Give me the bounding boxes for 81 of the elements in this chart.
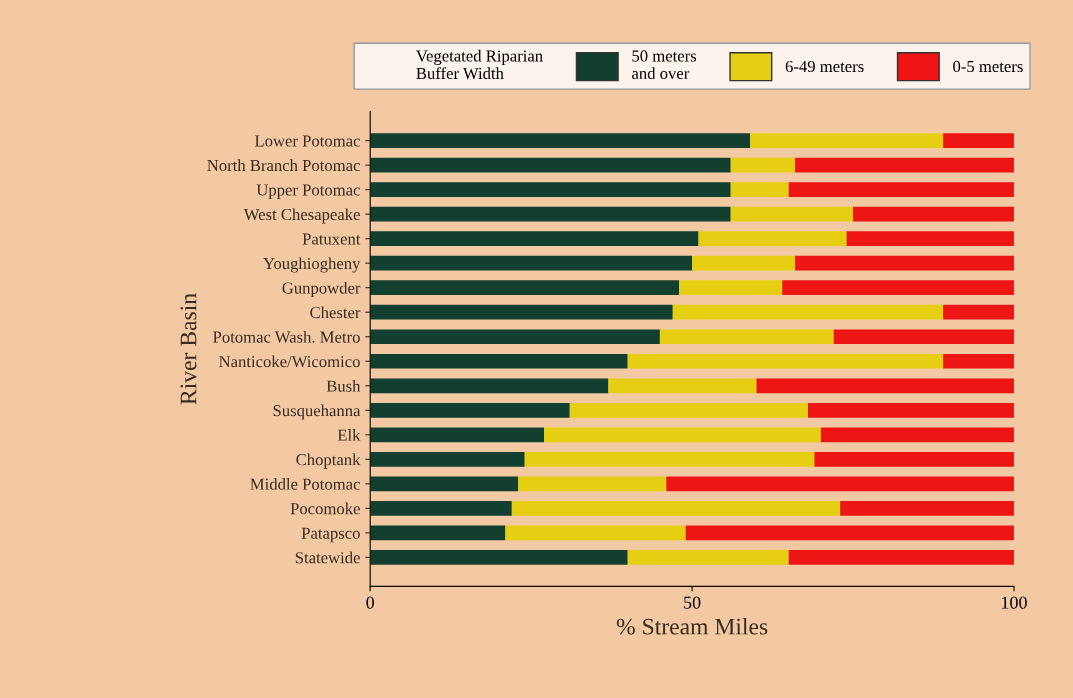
bar — [370, 550, 628, 565]
bar — [627, 550, 789, 565]
bar — [370, 451, 525, 467]
bar — [788, 550, 1014, 565]
y-tick-label: Patapsco — [301, 527, 360, 543]
bar — [370, 133, 751, 148]
bar — [518, 476, 667, 492]
bar — [840, 501, 1014, 516]
bar — [833, 329, 1014, 345]
bar — [814, 451, 1014, 467]
bar — [846, 231, 1014, 247]
y-tick-label: Chester — [310, 306, 361, 319]
bar — [795, 157, 1014, 173]
y-tick-label: Bush — [326, 379, 361, 392]
x-axis-title: % Stream Miles — [616, 617, 768, 635]
y-tick-label: Lower Potomac — [254, 135, 360, 147]
bar — [608, 378, 757, 394]
bar — [853, 206, 1014, 222]
bar — [627, 353, 944, 369]
y-tick-label: Upper Potomac — [256, 184, 360, 199]
bar — [370, 231, 699, 247]
y-tick-label: North Branch Potomac — [207, 159, 360, 172]
bar — [672, 304, 944, 320]
bar — [730, 182, 789, 197]
bar — [782, 280, 1014, 296]
bar — [692, 255, 796, 271]
y-tick-label: Pocomoke — [290, 502, 360, 515]
bar — [943, 133, 1014, 148]
x-tick-label: 100 — [1002, 596, 1027, 609]
legend-label: 0-5 meters — [953, 60, 1023, 73]
bar — [730, 206, 854, 222]
bar — [370, 280, 680, 296]
bar — [756, 378, 1014, 394]
y-axis-title: River Basin — [180, 293, 197, 405]
bar — [750, 133, 944, 148]
bar — [943, 353, 1014, 369]
x-tick-label: 50 — [684, 596, 701, 609]
y-tick-label: Middle Potomac — [250, 478, 360, 490]
bar — [505, 525, 686, 541]
bar — [807, 402, 1014, 418]
bar — [370, 157, 731, 173]
y-tick-label: Susquehanna — [273, 404, 361, 420]
bar — [370, 304, 673, 320]
bar — [370, 206, 731, 222]
y-tick-label: Statewide — [295, 551, 360, 564]
y-tick-label: Elk — [337, 429, 361, 441]
x-tick-label: 0 — [366, 596, 375, 609]
bar — [370, 501, 512, 516]
y-tick-label: Potomac Wash. Metro — [213, 330, 360, 343]
y-tick-label: West Chesapeake — [243, 208, 360, 224]
y-tick-label: Patuxent — [302, 233, 361, 245]
bar — [370, 525, 506, 541]
bar — [544, 427, 821, 443]
bar — [788, 182, 1014, 197]
legend-label: 6-49 meters — [785, 60, 864, 73]
y-tick-label: Nanticoke/Wicomico — [219, 355, 360, 368]
y-tick-label: Gunpowder — [282, 281, 361, 298]
bar — [820, 427, 1014, 443]
bar — [679, 280, 783, 296]
bar — [943, 304, 1014, 320]
bar — [370, 353, 628, 369]
bar — [370, 402, 570, 418]
bar — [370, 182, 731, 197]
bar — [370, 476, 519, 492]
bar — [698, 231, 847, 247]
bar — [370, 378, 609, 394]
bar — [666, 476, 1014, 492]
bar — [370, 255, 693, 271]
bar — [569, 402, 808, 418]
legend-label: 50 meters and over — [632, 50, 697, 80]
bar — [659, 329, 834, 345]
y-tick-label: Youghiogheny — [263, 257, 361, 273]
bar — [524, 451, 815, 467]
y-tick-label: Choptank — [296, 453, 361, 469]
bar — [730, 157, 796, 173]
bar — [685, 525, 1014, 541]
bar — [511, 501, 841, 516]
bar — [370, 329, 660, 345]
bar — [795, 255, 1014, 271]
legend-title: Vegetated Riparian Buffer Width — [416, 49, 543, 80]
bar — [370, 427, 545, 443]
